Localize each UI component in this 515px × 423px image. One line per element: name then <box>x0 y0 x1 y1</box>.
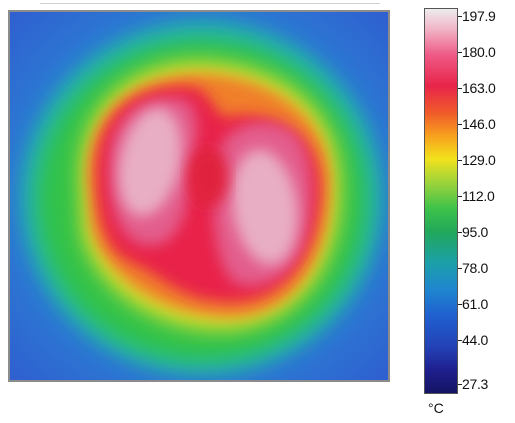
scale-value: 61.0 <box>462 296 489 312</box>
thermal-heatmap <box>10 12 388 380</box>
scale-value: 27.3 <box>462 376 489 392</box>
temperature-scale-labels: 197.9 180.0 163.0 146.0 129.0 112.0 95.0… <box>458 8 515 394</box>
scale-value: 112.0 <box>462 188 495 204</box>
scale-value: 95.0 <box>462 224 489 240</box>
scale-value: 44.0 <box>462 332 489 348</box>
temperature-unit-label: °C <box>428 400 444 416</box>
scale-value: 146.0 <box>462 116 496 132</box>
temperature-color-scale <box>424 8 458 394</box>
scale-value: 180.0 <box>462 44 496 60</box>
right-core <box>232 149 298 265</box>
scale-value: 129.0 <box>462 152 496 168</box>
scale-value: 78.0 <box>462 260 489 276</box>
left-core <box>118 107 182 217</box>
image-top-edge <box>40 3 380 10</box>
thermal-image <box>8 10 390 382</box>
scale-value: 197.9 <box>462 8 496 24</box>
scale-value: 163.0 <box>462 80 496 96</box>
center-red-spot <box>188 147 228 207</box>
